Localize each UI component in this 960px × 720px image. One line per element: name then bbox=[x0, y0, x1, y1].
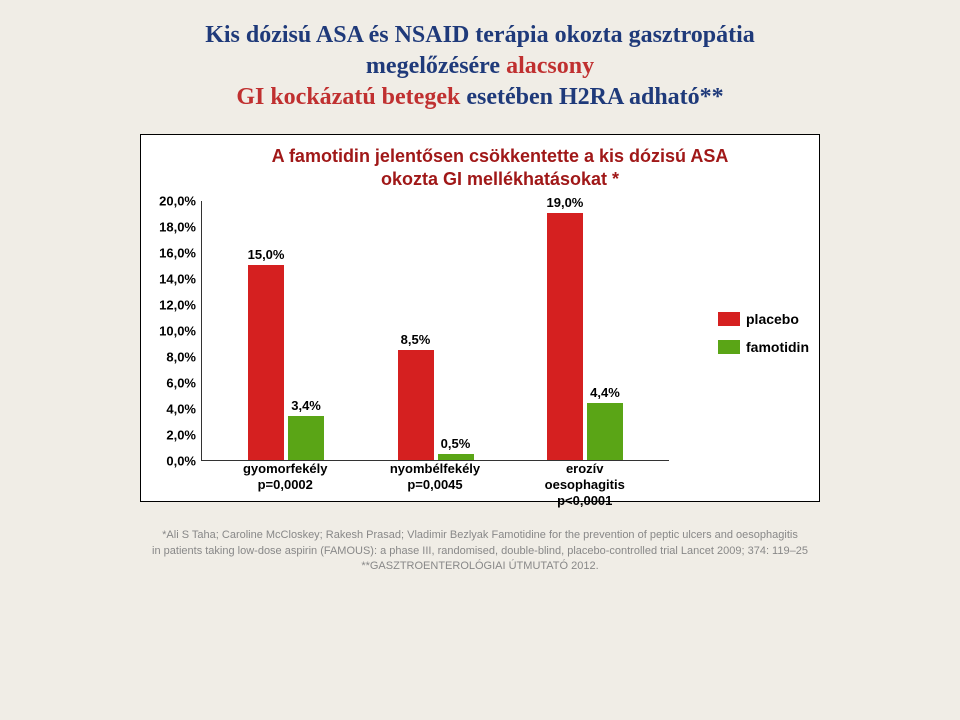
bar-group: 19,0%4,4% bbox=[547, 213, 623, 460]
title-line3a: GI kockázatú betegek bbox=[236, 84, 466, 110]
legend-item: famotidin bbox=[718, 339, 809, 355]
x-axis-labels: gyomorfekélyp=0,0002 nyombélfekélyp=0,004… bbox=[201, 461, 669, 495]
chart-title-line1: A famotidin jelentősen csökkentette a ki… bbox=[201, 145, 799, 168]
bar-group: 8,5% 0,5% bbox=[398, 350, 474, 461]
y-tick-label: 6,0% bbox=[166, 377, 196, 390]
legend-label: placebo bbox=[746, 311, 799, 327]
legend-swatch bbox=[718, 312, 740, 326]
chart-title-line2: okozta GI mellékhatásokat * bbox=[201, 168, 799, 191]
y-tick-label: 16,0% bbox=[159, 247, 196, 260]
citation-line2: in patients taking low-dose aspirin (FAM… bbox=[20, 544, 940, 559]
y-axis: 0,0%2,0%4,0%6,0%8,0%10,0%12,0%14,0%16,0%… bbox=[151, 201, 196, 461]
y-tick-label: 0,0% bbox=[166, 455, 196, 468]
bar-value-label: 0,5% bbox=[441, 436, 471, 451]
y-tick-label: 2,0% bbox=[166, 429, 196, 442]
chart-title: A famotidin jelentősen csökkentette a ki… bbox=[201, 145, 799, 192]
citation-line3: **GASZTROENTEROLÓGIAI ÚTMUTATÓ 2012. bbox=[20, 559, 940, 574]
y-tick-label: 10,0% bbox=[159, 325, 196, 338]
x-category-label: erozív oesophagitisp<0,0001 bbox=[543, 461, 627, 508]
bar-placebo: 8,5% bbox=[398, 350, 434, 461]
bar-famotidin: 3,4% bbox=[288, 416, 324, 460]
legend-label: famotidin bbox=[746, 339, 809, 355]
bar-value-label: 4,4% bbox=[590, 385, 620, 400]
page-title: Kis dózisú ASA és NSAID terápia okozta g… bbox=[0, 0, 960, 124]
bar-value-label: 3,4% bbox=[291, 398, 321, 413]
y-tick-label: 8,0% bbox=[166, 351, 196, 364]
y-tick-label: 20,0% bbox=[159, 195, 196, 208]
bar-famotidin: 4,4% bbox=[587, 403, 623, 460]
legend-swatch bbox=[718, 340, 740, 354]
bar-value-label: 15,0% bbox=[248, 247, 285, 262]
x-category-label: nyombélfekélyp=0,0045 bbox=[390, 461, 480, 492]
title-line2b: alacsony bbox=[506, 53, 594, 79]
y-tick-label: 12,0% bbox=[159, 299, 196, 312]
bar-value-label: 8,5% bbox=[401, 332, 431, 347]
bar-famotidin: 0,5% bbox=[438, 454, 474, 461]
title-line3b: esetében H2RA adható** bbox=[466, 84, 723, 110]
title-line1: Kis dózisú ASA és NSAID terápia okozta g… bbox=[205, 22, 755, 48]
bar-placebo: 19,0% bbox=[547, 213, 583, 460]
citation-line1: *Ali S Taha; Caroline McCloskey; Rakesh … bbox=[20, 528, 940, 543]
bar-group: 15,0%3,4% bbox=[248, 265, 324, 460]
legend: placebo famotidin bbox=[718, 311, 809, 367]
citation: *Ali S Taha; Caroline McCloskey; Rakesh … bbox=[0, 528, 960, 574]
legend-item: placebo bbox=[718, 311, 809, 327]
x-category-label: gyomorfekélyp=0,0002 bbox=[243, 461, 328, 492]
chart-container: A famotidin jelentősen csökkentette a ki… bbox=[140, 134, 820, 503]
y-tick-label: 4,0% bbox=[166, 403, 196, 416]
plot-area: 15,0%3,4%8,5%0,5%19,0%4,4% bbox=[201, 201, 669, 461]
y-tick-label: 14,0% bbox=[159, 273, 196, 286]
chart-area: 0,0%2,0%4,0%6,0%8,0%10,0%12,0%14,0%16,0%… bbox=[201, 201, 799, 491]
title-line2a: megelőzésére bbox=[366, 53, 506, 79]
y-tick-label: 18,0% bbox=[159, 221, 196, 234]
bar-value-label: 19,0% bbox=[547, 195, 584, 210]
bar-placebo: 15,0% bbox=[248, 265, 284, 460]
